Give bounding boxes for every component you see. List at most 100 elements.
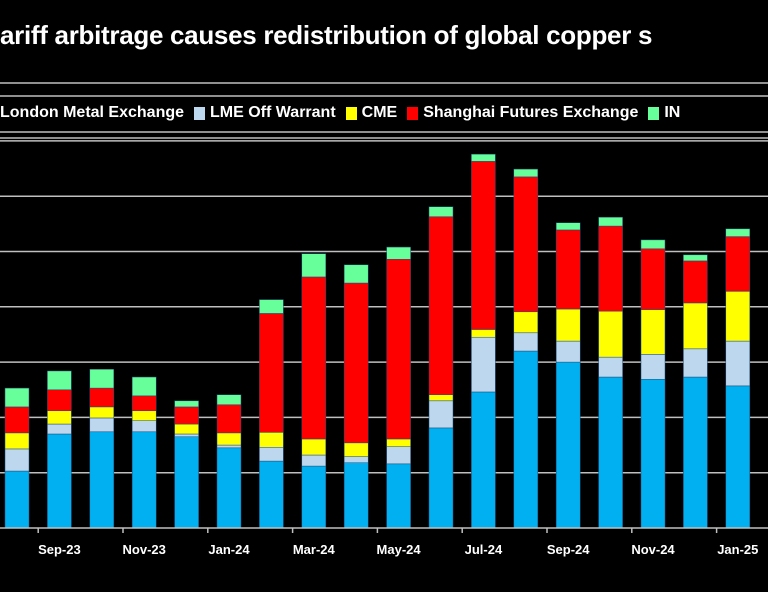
bar-segment-london-metal-exchange — [89, 431, 115, 529]
bar-segment-lme-off-warrant — [598, 356, 623, 378]
bar-segment-ine — [89, 369, 115, 389]
bar-segment-london-metal-exchange — [428, 427, 454, 529]
bar-segment-shanghai-futures-exchange — [174, 406, 199, 425]
bar-segment-lme-off-warrant — [174, 433, 199, 438]
bar-segment-cme — [386, 438, 411, 447]
bar-segment-ine — [174, 400, 199, 408]
legend-swatch — [345, 106, 357, 120]
x-tick-label: Nov-24 — [631, 542, 675, 557]
bar-segment-cme — [640, 309, 666, 355]
x-tick-label: Jul-24 — [465, 542, 503, 557]
bar-segment-london-metal-exchange — [598, 376, 623, 529]
bar-segment-lme-off-warrant — [89, 417, 115, 433]
bar-segment-shanghai-futures-exchange — [89, 387, 115, 408]
bar-segment-cme — [216, 432, 242, 446]
legend-swatch — [407, 106, 419, 120]
bar-segment-shanghai-futures-exchange — [216, 404, 242, 434]
bar-segment-cme — [555, 308, 581, 342]
legend-swatch — [648, 106, 660, 120]
bar-segment-cme — [89, 406, 115, 419]
bar-segment-ine — [343, 264, 369, 284]
bar-segment-shanghai-futures-exchange — [47, 389, 72, 412]
bar-segment-ine — [131, 376, 157, 397]
bar-segment-shanghai-futures-exchange — [725, 236, 751, 292]
bar-segment-shanghai-futures-exchange — [683, 260, 708, 304]
bar-segment-london-metal-exchange — [216, 447, 242, 529]
bar-segment-ine — [259, 299, 284, 314]
bar-segment-shanghai-futures-exchange — [259, 313, 284, 433]
bar-segment-london-metal-exchange — [47, 433, 72, 529]
bar-segment-ine — [598, 216, 623, 227]
x-tick-label: Sep-24 — [547, 542, 590, 557]
bar-segment-london-metal-exchange — [259, 460, 284, 529]
bar-segment-lme-off-warrant — [259, 447, 284, 462]
bar-segment-cme — [174, 423, 199, 435]
bar-segment-london-metal-exchange — [131, 431, 157, 529]
bar-segment-london-metal-exchange — [513, 350, 539, 529]
bar-segment-cme — [4, 432, 30, 450]
bar-segment-ine — [47, 370, 72, 390]
bar-segment-shanghai-futures-exchange — [513, 176, 539, 313]
legend-item-lme: London Metal Exchange — [0, 104, 184, 122]
bar-segment-london-metal-exchange — [725, 385, 751, 529]
bar-segment-cme — [428, 394, 454, 402]
legend-item-ine: IN — [648, 104, 680, 122]
bar-segment-shanghai-futures-exchange — [343, 282, 369, 444]
x-tick-label: Sep-23 — [38, 542, 81, 557]
legend-swatch — [194, 106, 206, 120]
bar-segment-cme — [471, 329, 496, 338]
legend-item-cme: CME — [345, 104, 397, 122]
x-tick-label: Mar-24 — [293, 542, 336, 557]
bar-segment-london-metal-exchange — [471, 391, 496, 529]
bar-segment-lme-off-warrant — [555, 340, 581, 363]
bar-segment-ine — [513, 168, 539, 178]
legend: London Metal Exchange LME Off Warrant CM… — [0, 102, 768, 124]
bar-segment-ine — [428, 206, 454, 217]
bar-segment-lme-off-warrant — [131, 420, 157, 433]
bar-segment-shanghai-futures-exchange — [301, 276, 327, 440]
bar-segment-shanghai-futures-exchange — [640, 248, 666, 310]
bar-segment-lme-off-warrant — [343, 456, 369, 463]
chart-title: ariff arbitrage causes redistribution of… — [0, 20, 653, 50]
bar-segment-lme-off-warrant — [386, 446, 411, 465]
bar-segment-shanghai-futures-exchange — [598, 225, 623, 312]
bar-segment-ine — [640, 239, 666, 249]
bar-segment-lme-off-warrant — [216, 444, 242, 449]
bar-segment-shanghai-futures-exchange — [555, 229, 581, 310]
bar-segment-cme — [513, 311, 539, 334]
bar-segment-london-metal-exchange — [343, 462, 369, 529]
bar-segment-lme-off-warrant — [725, 340, 751, 387]
bar-segment-lme-off-warrant — [683, 348, 708, 378]
bar-segment-ine — [301, 253, 327, 278]
bar-segment-lme-off-warrant — [471, 336, 496, 393]
bar-segment-cme — [301, 438, 327, 456]
bar-segment-london-metal-exchange — [555, 361, 581, 529]
legend-label: IN — [664, 104, 681, 121]
bar-segment-shanghai-futures-exchange — [428, 216, 454, 395]
bar-segment-london-metal-exchange — [4, 470, 30, 529]
bar-segment-lme-off-warrant — [513, 332, 539, 352]
bar-segment-cme — [598, 310, 623, 358]
bar-segment-ine — [216, 394, 242, 405]
x-tick-label: Jan-24 — [208, 542, 250, 557]
bar-segment-lme-off-warrant — [640, 354, 666, 380]
legend-label: LME Off Warrant — [210, 104, 336, 121]
bar-segment-cme — [131, 410, 157, 421]
bar-segment-cme — [259, 432, 284, 448]
bar-segment-ine — [386, 246, 411, 260]
bar-segment-ine — [4, 387, 30, 408]
legend-item-lme-off-warrant: LME Off Warrant — [194, 104, 336, 122]
bar-segment-ine — [683, 254, 708, 262]
bar-segment-ine — [471, 153, 496, 162]
legend-label: Shanghai Futures Exchange — [423, 104, 639, 121]
bar-segment-shanghai-futures-exchange — [471, 161, 496, 330]
bar-segment-lme-off-warrant — [301, 454, 327, 467]
bar-segment-london-metal-exchange — [174, 436, 199, 529]
x-tick-label: Jan-25 — [717, 542, 758, 557]
x-tick-label: May-24 — [377, 542, 422, 557]
bar-segment-cme — [683, 302, 708, 350]
bar-segment-lme-off-warrant — [47, 423, 72, 435]
bar-segment-cme — [343, 442, 369, 457]
bar-segment-lme-off-warrant — [4, 448, 30, 472]
legend-item-shfe: Shanghai Futures Exchange — [407, 104, 638, 122]
